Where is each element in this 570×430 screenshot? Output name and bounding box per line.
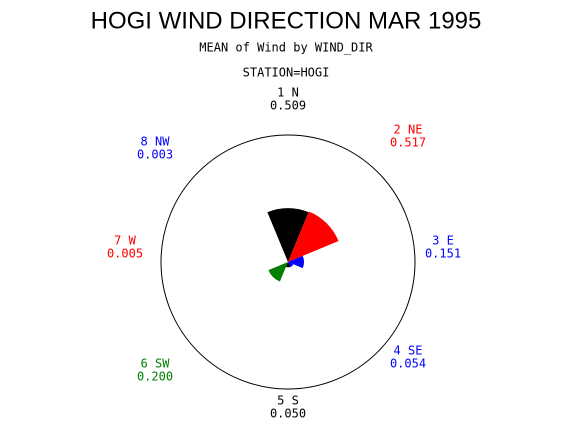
value-label: 0.517 (390, 136, 426, 150)
direction-label: 3 E (432, 234, 454, 248)
value-label: 0.509 (270, 99, 306, 113)
wedge (285, 262, 291, 268)
wedge (288, 262, 294, 268)
direction-label: 4 SE (394, 344, 423, 358)
direction-label: 6 SW (141, 357, 171, 371)
value-label: 0.003 (137, 148, 173, 162)
chart-title: HOGI WIND DIRECTION MAR 1995 (91, 7, 482, 34)
chart-subtitle: MEAN of Wind by WIND_DIR (199, 41, 373, 55)
value-label: 0.054 (390, 357, 426, 371)
direction-label: 2 NE (394, 123, 423, 137)
wedge (267, 208, 309, 262)
value-label: 0.151 (425, 247, 461, 261)
value-label: 0.005 (107, 247, 143, 261)
direction-label: 5 S (277, 394, 299, 408)
direction-label: 8 NW (141, 135, 171, 149)
wedge (268, 262, 288, 282)
direction-label: 1 N (277, 86, 299, 100)
value-label: 0.200 (137, 370, 173, 384)
value-label: 0.050 (270, 407, 306, 421)
wedge (288, 211, 339, 262)
station-label: STATION=HOGI (243, 66, 330, 80)
wedge (288, 255, 304, 269)
outer-circle (160, 134, 416, 390)
direction-label: 7 W (114, 234, 136, 248)
